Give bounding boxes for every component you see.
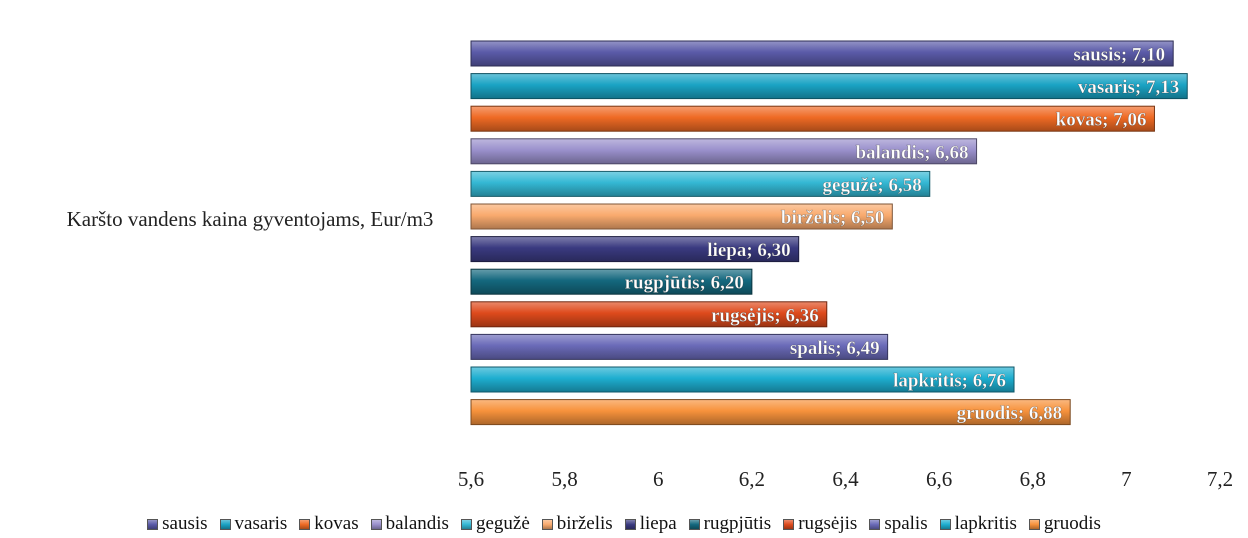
legend-swatch	[299, 518, 311, 530]
data-label-lapkritis: lapkritis; 6,76	[893, 371, 1006, 392]
legend-label: gegužė	[475, 513, 530, 534]
bar-sausis	[470, 40, 1174, 67]
legend-label: birželis	[556, 513, 613, 534]
data-label-spalis: spalis; 6,49	[790, 338, 880, 359]
legend-label: gruodis	[1043, 513, 1101, 534]
x-tick-label: 6,2	[739, 467, 765, 491]
x-tick-label: 5,6	[458, 467, 484, 491]
legend-item-birželis: birželis	[541, 512, 613, 536]
data-label-gruodis: gruodis; 6,88	[957, 403, 1063, 424]
legend-item-gruodis: gruodis	[1028, 512, 1101, 536]
legend-item-gegužė: gegužė	[460, 512, 530, 536]
x-tick-label: 7,2	[1207, 467, 1233, 491]
legend-swatch	[219, 518, 231, 530]
legend-swatch	[939, 518, 951, 530]
legend-item-spalis: spalis	[869, 512, 928, 536]
bar-liepa	[470, 236, 800, 263]
bar-birželis	[470, 203, 893, 230]
legend-label: rugpjūtis	[703, 513, 772, 534]
data-label-birželis: birželis; 6,50	[781, 208, 884, 229]
legend-label: balandis	[385, 513, 449, 534]
legend-swatch	[1028, 518, 1040, 530]
legend-swatch	[783, 518, 795, 530]
legend-label: sausis	[162, 513, 208, 534]
category-label: Karšto vandens kaina gyventojams, Eur/m3	[66, 207, 434, 231]
data-label-rugsėjis: rugsėjis; 6,36	[711, 305, 819, 326]
data-label-sausis: sausis; 7,10	[1073, 45, 1165, 66]
bar-chart: sausis; 7,10 vasaris; 7,13 kovas; 7,06 bala…	[458, 40, 1233, 491]
legend-label: rugsėjis	[798, 513, 858, 534]
legend-item-vasaris: vasaris	[219, 512, 288, 536]
bar-spalis	[470, 333, 889, 360]
legend-item-rugsėjis: rugsėjis	[783, 512, 857, 536]
bar-vasaris	[470, 73, 1188, 100]
legend-label: vasaris	[234, 513, 288, 534]
bar-gegužė	[470, 170, 931, 197]
bar-balandis	[470, 138, 978, 165]
legend-swatch	[869, 518, 881, 530]
legend-swatch	[624, 518, 636, 530]
x-tick-label: 7	[1121, 467, 1132, 491]
data-label-liepa: liepa; 6,30	[707, 240, 790, 261]
legend-item-sausis: sausis	[147, 512, 208, 536]
legend-label: lapkritis	[954, 513, 1017, 534]
legend-swatch	[147, 518, 159, 530]
x-axis-ticks: 5,6 5,8 6 6,2 6,4 6,6 6,8 7 7,2	[458, 467, 1233, 491]
legend-label: liepa	[639, 513, 677, 534]
legend-item-balandis: balandis	[370, 512, 449, 536]
legend-item-lapkritis: lapkritis	[939, 512, 1017, 536]
x-tick-label: 6,8	[1020, 467, 1046, 491]
legend-item-liepa: liepa	[624, 512, 677, 536]
legend-swatch	[460, 518, 472, 530]
x-tick-label: 5,8	[552, 467, 578, 491]
x-tick-label: 6,4	[832, 467, 859, 491]
bar-kovas	[470, 105, 1155, 132]
data-label-rugpjūtis: rugpjūtis; 6,20	[625, 273, 744, 294]
bar-lapkritis	[470, 366, 1015, 393]
x-tick-label: 6	[653, 467, 664, 491]
bar-rugsėjis	[470, 301, 828, 328]
bars-group: sausis; 7,10 vasaris; 7,13 kovas; 7,06 bala…	[470, 40, 1188, 426]
data-label-gegužė: gegužė; 6,58	[823, 175, 922, 196]
bar-gruodis	[470, 399, 1071, 426]
bar-rugpjūtis	[470, 268, 753, 295]
legend-swatch	[370, 518, 382, 530]
legend-swatch	[688, 518, 700, 530]
legend-item-kovas: kovas	[299, 512, 359, 536]
data-label-balandis: balandis; 6,68	[856, 142, 969, 163]
legend-label: spalis	[884, 513, 928, 534]
legend-swatch	[541, 518, 553, 530]
legend-label: kovas	[314, 513, 359, 534]
legend: sausis vasaris kovas balandis gegužė birželis…	[0, 512, 1248, 536]
data-label-vasaris: vasaris; 7,13	[1078, 77, 1179, 98]
data-label-kovas: kovas; 7,06	[1056, 110, 1147, 131]
x-tick-label: 6,6	[926, 467, 952, 491]
legend-item-rugpjūtis: rugpjūtis	[688, 512, 772, 536]
